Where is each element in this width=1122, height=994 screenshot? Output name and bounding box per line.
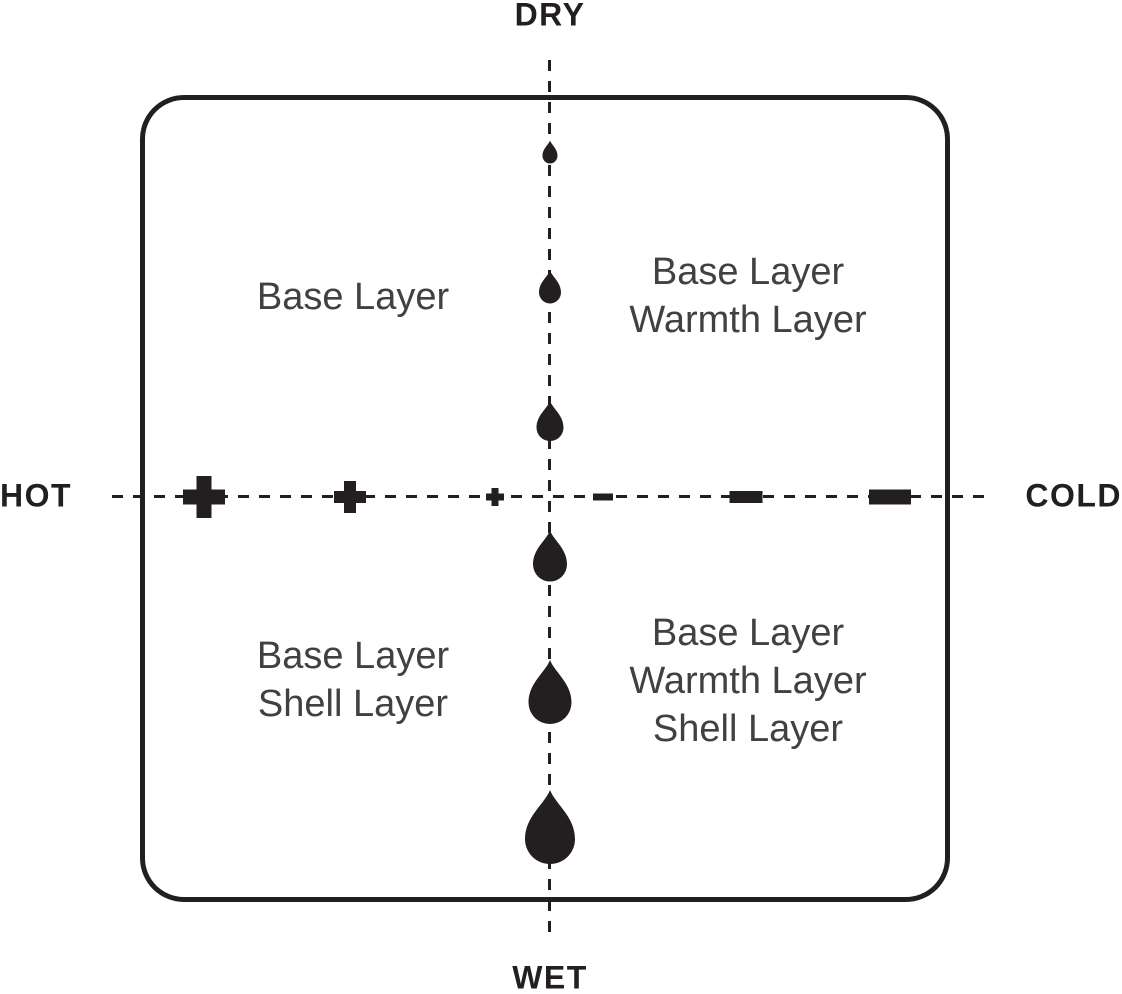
water-droplet-icon — [528, 660, 572, 724]
quadrant-bottom-right-label: Base Layer Warmth Layer Shell Layer — [629, 609, 866, 753]
quadrant-line: Base Layer — [256, 635, 450, 677]
quadrant-line: Shell Layer — [257, 683, 449, 725]
minus-icon — [869, 489, 911, 505]
quadrant-top-right-label: Base Layer Warmth Layer — [629, 248, 866, 344]
quadrant-line: Warmth Layer — [629, 299, 867, 341]
plus-icon — [486, 488, 504, 506]
plus-icon — [183, 476, 225, 518]
quadrant-line: Base Layer — [651, 612, 845, 654]
water-droplet-icon — [536, 401, 564, 441]
plus-bar — [491, 488, 499, 506]
plus-icon — [334, 481, 366, 513]
quadrant-line: Warmth Layer — [629, 660, 867, 702]
water-droplet-icon — [542, 140, 558, 164]
quadrant-line: Base Layer — [651, 251, 845, 293]
axis-label-hot: HOT — [0, 477, 73, 514]
quadrant-line: Base Layer — [256, 276, 450, 318]
plus-bar — [196, 476, 212, 518]
quadrant-top-left-label: Base Layer — [257, 273, 449, 321]
minus-icon — [729, 491, 763, 503]
water-droplet-icon — [533, 530, 567, 582]
axis-label-dry: DRY — [514, 0, 586, 33]
diagram-frame — [140, 95, 950, 902]
moisture-axis-line — [548, 60, 551, 935]
quadrant-bottom-left-label: Base Layer Shell Layer — [257, 632, 449, 728]
plus-bar — [344, 481, 356, 513]
water-droplet-icon — [525, 790, 575, 864]
quadrant-line: Shell Layer — [652, 708, 844, 750]
water-droplet-icon — [539, 270, 561, 304]
axis-label-wet: WET — [512, 959, 588, 994]
axis-label-cold: COLD — [1025, 477, 1122, 514]
minus-icon — [593, 493, 613, 501]
